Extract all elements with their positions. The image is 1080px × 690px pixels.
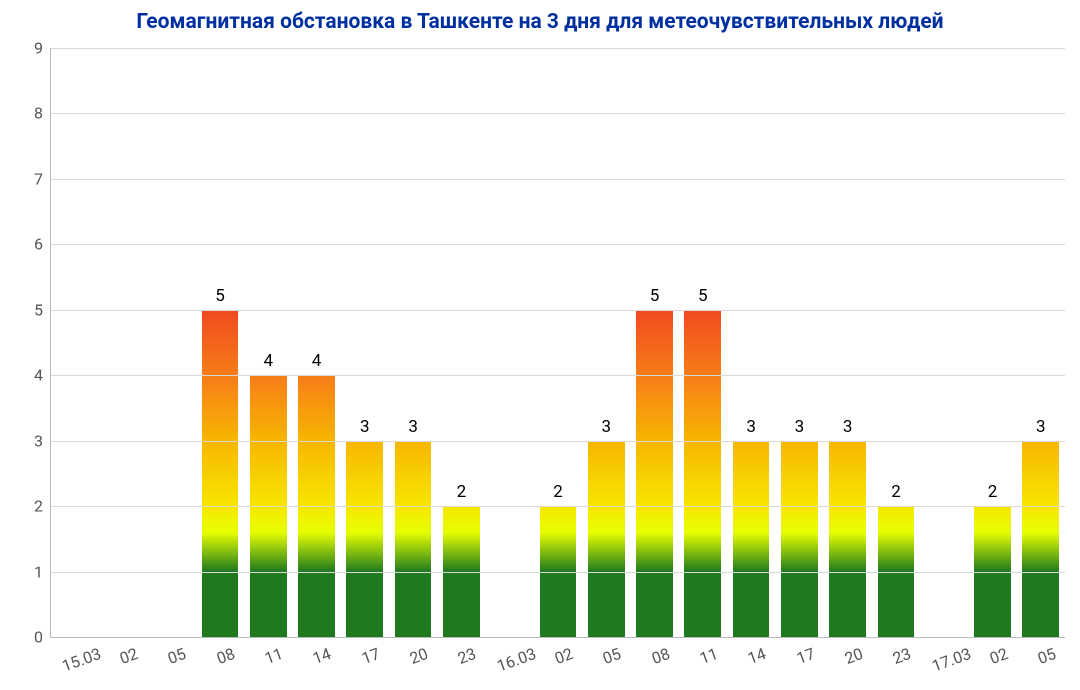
bar-value-label: 3	[395, 417, 432, 437]
x-tick-label: 17	[359, 644, 382, 668]
y-tick-label: 1	[34, 562, 43, 581]
bar: 5	[636, 310, 673, 637]
bar-slot: 4	[244, 48, 292, 637]
y-tick-label: 7	[34, 169, 43, 188]
bar-value-label: 4	[298, 351, 335, 371]
bar-slot	[99, 48, 147, 637]
bar-value-label: 5	[636, 286, 673, 306]
x-tick-label: 14	[745, 644, 768, 668]
geomagnetic-chart: Геомагнитная обстановка в Ташкенте на 3 …	[0, 0, 1080, 690]
y-gridline	[51, 244, 1065, 245]
x-tick-label: 17	[794, 644, 817, 668]
chart-plot-area: 5443322355333223 0123456789	[50, 48, 1065, 638]
y-gridline	[51, 375, 1065, 376]
x-tick-label: 20	[407, 644, 430, 668]
x-tick-label: 23	[890, 644, 913, 668]
x-tick-label: 17.03	[929, 644, 973, 676]
bar-slot	[486, 48, 534, 637]
bar-slot: 2	[968, 48, 1016, 637]
bar-value-label: 2	[443, 482, 480, 502]
bar-value-label: 4	[250, 351, 287, 371]
bar-value-label: 2	[974, 482, 1011, 502]
y-tick-label: 5	[34, 300, 43, 319]
y-gridline	[51, 48, 1065, 49]
bar-slot: 2	[437, 48, 485, 637]
bar-value-label: 3	[733, 417, 770, 437]
bar: 3	[588, 441, 625, 637]
bar-value-label: 5	[202, 286, 239, 306]
x-tick-label: 08	[649, 644, 672, 668]
y-tick-label: 6	[34, 235, 43, 254]
bar-slot: 3	[341, 48, 389, 637]
bar-slot: 2	[534, 48, 582, 637]
bar: 3	[395, 441, 432, 637]
x-tick-label: 05	[165, 644, 188, 668]
x-tick-label: 23	[455, 644, 478, 668]
bar-slot	[51, 48, 99, 637]
bar-slot: 5	[196, 48, 244, 637]
x-tick-label: 05	[1035, 644, 1058, 668]
bar: 3	[1022, 441, 1059, 637]
bar-value-label: 3	[1022, 417, 1059, 437]
x-tick-label: 20	[842, 644, 865, 668]
chart-bars-container: 5443322355333223	[51, 48, 1065, 637]
bar-slot: 4	[292, 48, 340, 637]
x-tick-label: 02	[987, 644, 1010, 668]
y-gridline	[51, 572, 1065, 573]
x-tick-label: 14	[310, 644, 333, 668]
bar-value-label: 2	[540, 482, 577, 502]
x-tick-label: 15.03	[59, 644, 103, 676]
x-tick-label: 05	[600, 644, 623, 668]
bar-slot: 3	[389, 48, 437, 637]
y-gridline	[51, 113, 1065, 114]
bar-slot: 3	[727, 48, 775, 637]
x-tick-label: 02	[552, 644, 575, 668]
bar-slot: 2	[872, 48, 920, 637]
bar-value-label: 3	[588, 417, 625, 437]
bar-slot: 5	[630, 48, 678, 637]
bar-slot: 5	[679, 48, 727, 637]
bar-slot: 3	[1017, 48, 1065, 637]
x-tick-label: 02	[117, 644, 140, 668]
bar-slot: 3	[824, 48, 872, 637]
bar-value-label: 2	[878, 482, 915, 502]
bar-value-label: 5	[684, 286, 721, 306]
x-tick-label: 11	[262, 644, 285, 668]
y-gridline	[51, 179, 1065, 180]
y-tick-label: 2	[34, 497, 43, 516]
x-tick-label: 08	[214, 644, 237, 668]
y-gridline	[51, 506, 1065, 507]
x-tick-label: 11	[697, 644, 720, 668]
bar-value-label: 3	[781, 417, 818, 437]
bar: 3	[733, 441, 770, 637]
y-gridline	[51, 310, 1065, 311]
bar-slot: 3	[582, 48, 630, 637]
chart-x-axis: 15.03 02 05 08 11 14 17 20 23 16.03 02 05 08 11 14 17 20…	[50, 638, 1065, 690]
y-tick-label: 0	[34, 628, 43, 647]
y-gridline	[51, 441, 1065, 442]
bar: 3	[829, 441, 866, 637]
bar: 5	[684, 310, 721, 637]
bar-slot	[920, 48, 968, 637]
y-tick-label: 3	[34, 431, 43, 450]
bar: 5	[202, 310, 239, 637]
bar: 3	[346, 441, 383, 637]
bar-value-label: 3	[829, 417, 866, 437]
bar-value-label: 3	[346, 417, 383, 437]
bar: 3	[781, 441, 818, 637]
y-tick-label: 9	[34, 39, 43, 58]
y-tick-label: 8	[34, 104, 43, 123]
y-tick-label: 4	[34, 366, 43, 385]
bar-slot	[148, 48, 196, 637]
x-tick-label: 16.03	[494, 644, 538, 676]
chart-title: Геомагнитная обстановка в Ташкенте на 3 …	[0, 10, 1080, 34]
bar-slot: 3	[775, 48, 823, 637]
